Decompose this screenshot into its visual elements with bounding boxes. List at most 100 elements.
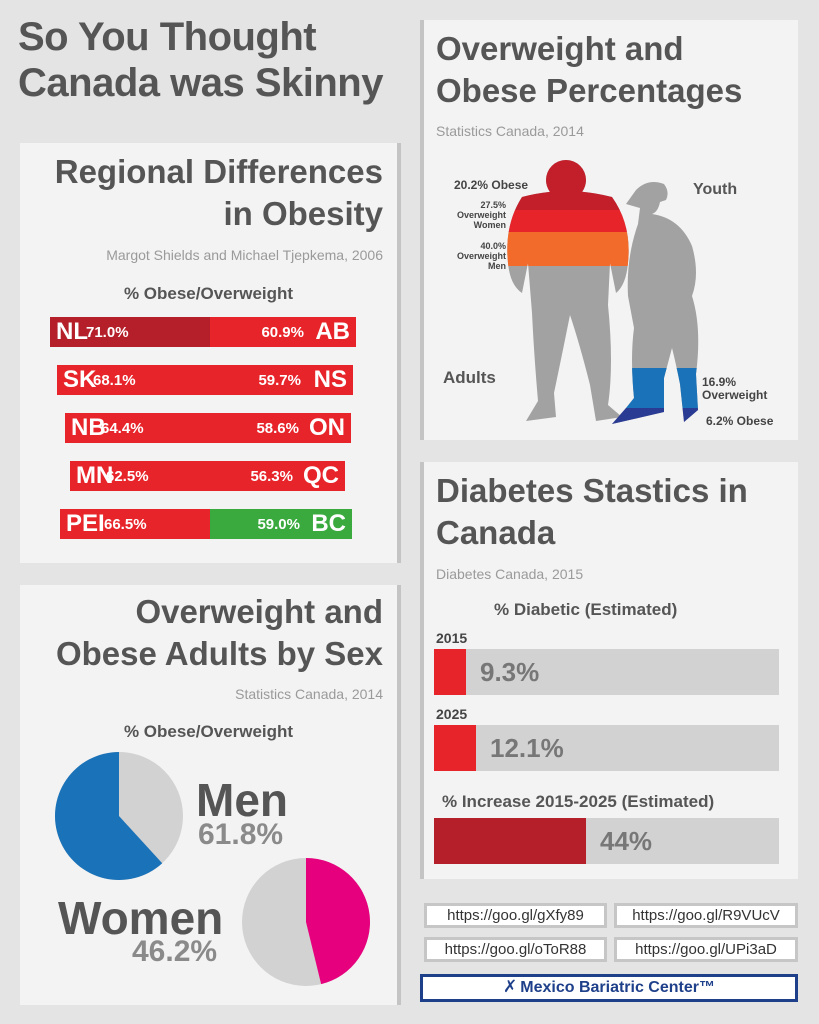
women-overweight-value: 27.5% (480, 200, 506, 210)
by-sex-title-line2: Obese Adults by Sex (55, 635, 383, 672)
regional-left-code: PEI (66, 510, 105, 537)
youth-overweight-text: Overweight (702, 388, 768, 402)
person-icon: ✗ (503, 977, 518, 996)
regional-right-code: ON (309, 414, 345, 441)
increase-bar (434, 818, 586, 864)
regional-left-value: 64.4% (101, 420, 144, 437)
increase-chart-title: % Increase 2015-2025 (Estimated) (442, 792, 715, 811)
increase-bar-track: 44% (434, 818, 779, 864)
youth-overweight-label: 16.9% Overweight (702, 376, 767, 402)
regional-right-value: 60.9% (261, 324, 304, 341)
diabetes-panel: Diabetes Stastics in Canada Diabetes Can… (424, 462, 798, 879)
regional-left-code: NL (56, 318, 88, 345)
youth-obese-label: 6.2% Obese (706, 414, 774, 428)
main-title: So You Thought Canada was Skinny (18, 14, 413, 106)
link-1[interactable]: https://goo.gl/gXfy89 (424, 903, 607, 928)
regional-right-code: AB (315, 318, 350, 345)
regional-bar-row: NL 71.0% 60.9% AB (50, 317, 356, 347)
regional-left-code: SK (63, 366, 97, 393)
diabetes-bar-track-2025: 12.1% (434, 725, 779, 771)
regional-bar-left (50, 317, 210, 347)
regional-bar-right (210, 509, 352, 539)
men-overweight-label-2: Men (488, 261, 506, 271)
regional-bar-row: PEI 66.5% 59.0% BC (60, 509, 352, 539)
regional-bar-row: NB 64.4% 58.6% ON (65, 413, 351, 443)
regional-title-line2: in Obesity (223, 195, 383, 232)
regional-bar-right (210, 461, 345, 491)
regional-bar-row: SK 68.1% 59.7% NS (57, 365, 353, 395)
by-sex-title: Overweight and Obese Adults by Sex (56, 591, 383, 675)
regional-right-value: 59.0% (257, 516, 300, 533)
link-3[interactable]: https://goo.gl/oToR88 (424, 937, 607, 962)
percentages-panel: Overweight and Obese Percentages Statist… (424, 20, 798, 440)
link-4[interactable]: https://goo.gl/UPi3aD (614, 937, 798, 962)
percentages-title: Overweight and Obese Percentages (436, 28, 742, 112)
percentages-title-line2: Obese Percentages (436, 72, 743, 109)
diabetes-bar-track-2015: 9.3% (434, 649, 779, 695)
women-pie-chart (242, 858, 370, 986)
increase-value: 44% (600, 826, 653, 856)
women-overweight-label-2: Women (473, 220, 506, 230)
regional-title-line1: Regional Differences (54, 153, 383, 190)
diabetes-year-2025: 2025 (436, 706, 468, 722)
men-overweight-label: 40.0% Overweight Men (432, 241, 506, 271)
main-title-line1: So You Thought (18, 15, 317, 59)
regional-bar-right (210, 413, 351, 443)
regional-left-value: 68.1% (93, 372, 136, 389)
men-pie-slice (54, 752, 163, 880)
regional-source: Margot Shields and Michael Tjepkema, 200… (106, 247, 383, 263)
regional-left-value: 66.5% (104, 516, 147, 533)
men-overweight-label-1: Overweight (456, 251, 506, 261)
by-sex-source: Statistics Canada, 2014 (235, 686, 383, 702)
youth-figure (612, 182, 699, 424)
diabetes-source: Diabetes Canada, 2015 (436, 566, 584, 582)
men-value: 61.8% (198, 818, 284, 851)
regional-right-value: 56.3% (250, 468, 293, 485)
regional-panel: Regional Differences in Obesity Margot S… (20, 143, 397, 563)
regional-left-code: MN (76, 462, 114, 489)
regional-title: Regional Differences in Obesity (55, 151, 383, 235)
by-sex-panel: Overweight and Obese Adults by Sex Stati… (20, 585, 397, 1005)
regional-right-value: 58.6% (256, 420, 299, 437)
women-pie-slice (306, 858, 370, 985)
by-sex-title-line1: Overweight and (135, 593, 383, 630)
youth-overweight-value: 16.9% (702, 375, 737, 389)
diabetes-value-2015: 9.3% (480, 657, 540, 687)
regional-left-value: 62.5% (106, 468, 149, 485)
men-label: Men (196, 774, 288, 826)
regional-bar-left (65, 413, 210, 443)
percentages-title-line1: Overweight and (436, 30, 684, 67)
diabetes-title: Diabetes Stastics in Canada (436, 470, 748, 554)
regional-bar-left (70, 461, 210, 491)
women-value: 46.2% (132, 935, 218, 968)
diabetes-title-line2: Canada (436, 514, 556, 551)
diabetes-title-line1: Diabetes Stastics in (436, 472, 748, 509)
women-overweight-band (507, 210, 629, 232)
regional-left-code: NB (71, 414, 106, 441)
regional-right-value: 59.7% (258, 372, 301, 389)
regional-right-code: BC (311, 510, 346, 537)
regional-chart-title: % Obese/Overweight (123, 284, 294, 303)
youth-overweight-band (612, 368, 699, 408)
women-label: Women (58, 892, 224, 944)
regional-right-code: QC (303, 462, 339, 489)
regional-bar-left (57, 365, 210, 395)
diabetes-year-2015: 2015 (436, 630, 468, 646)
youth-obese-band (612, 408, 699, 424)
regional-bar-row: MN 62.5% 56.3% QC (70, 461, 345, 491)
adult-obese-label: 20.2% Obese (454, 178, 529, 192)
adult-figure (507, 160, 629, 421)
men-overweight-value: 40.0% (480, 241, 506, 251)
youth-label: Youth (693, 181, 738, 198)
regional-bar-left (60, 509, 210, 539)
adults-label: Adults (443, 368, 496, 387)
regional-left-value: 71.0% (86, 324, 129, 341)
percentages-source: Statistics Canada, 2014 (436, 123, 584, 139)
brand-badge[interactable]: ✗ Mexico Bariatric Center™ (420, 974, 798, 1002)
diabetes-bar-2015 (434, 649, 466, 695)
link-2[interactable]: https://goo.gl/R9VUcV (614, 903, 798, 928)
regional-right-code: NS (313, 366, 347, 393)
main-title-line2: Canada was Skinny (18, 61, 383, 105)
men-overweight-band (507, 232, 629, 266)
women-overweight-label: 27.5% Overweight Women (446, 200, 506, 230)
